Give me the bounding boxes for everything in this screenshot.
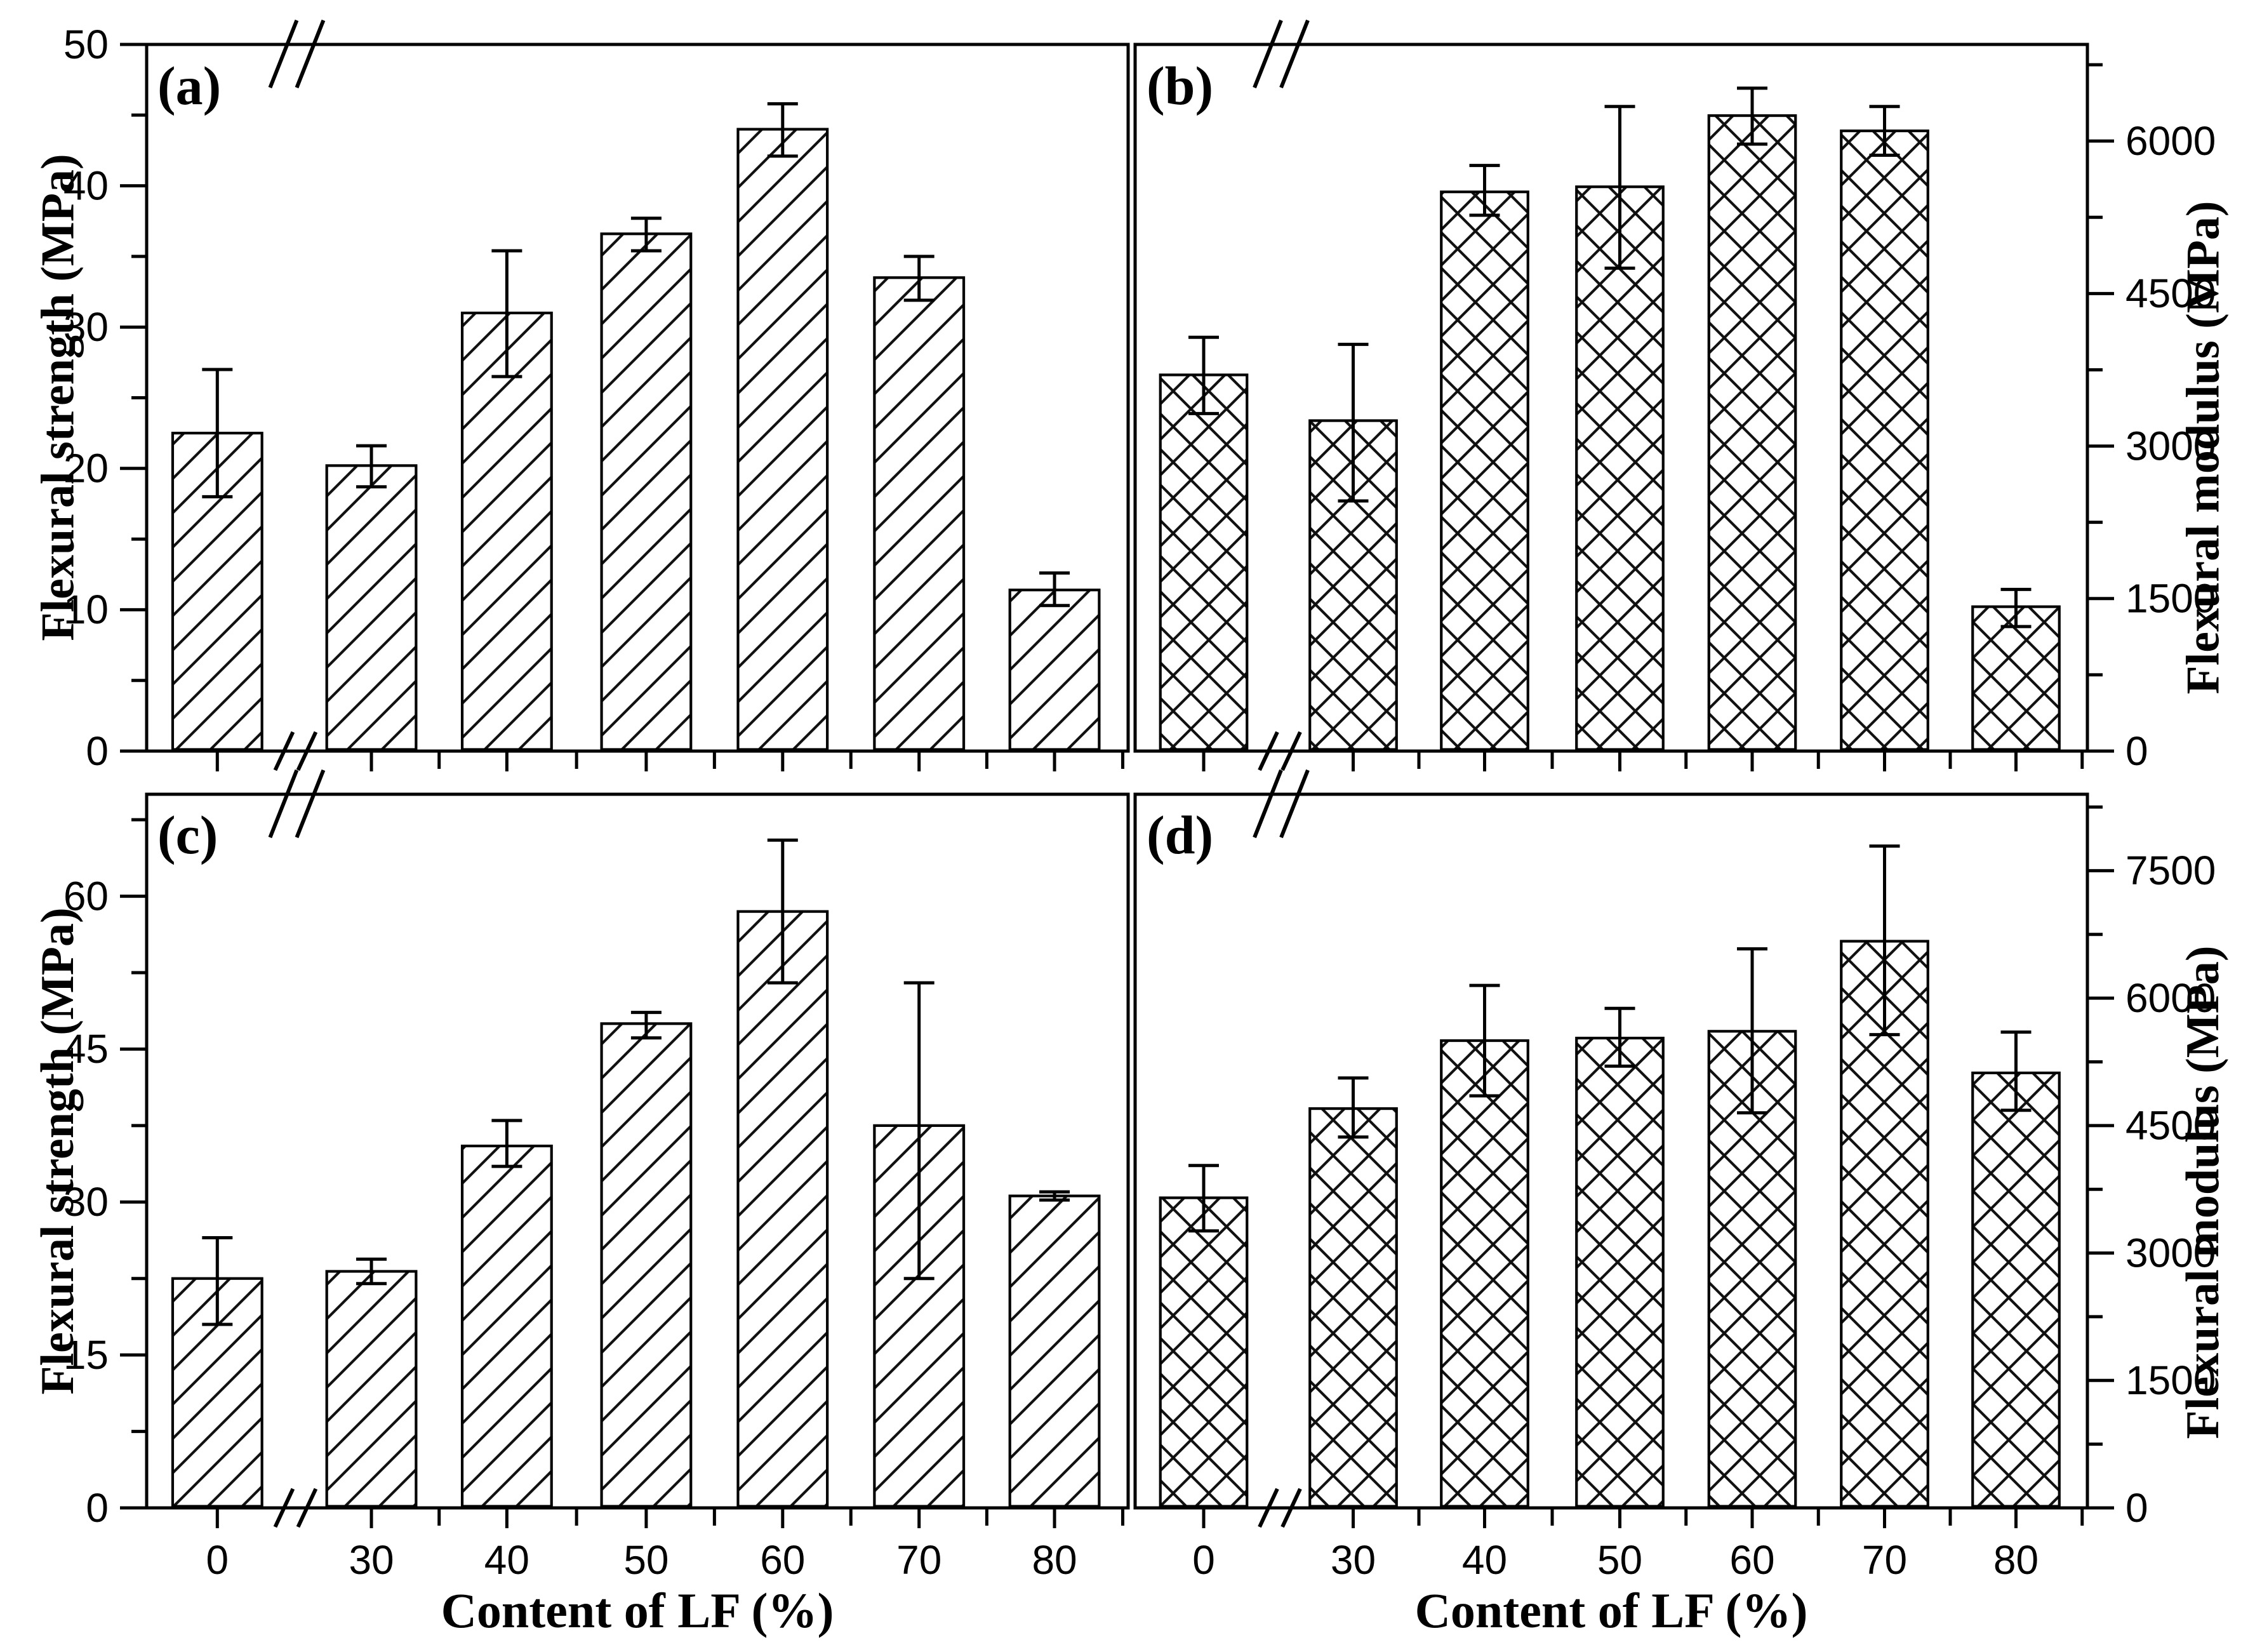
panel-d-y-tick-label: 6000 xyxy=(2125,975,2216,1021)
panel-a-y-tick-label: 50 xyxy=(63,22,109,67)
panel-c-frame xyxy=(145,792,1130,1510)
panel-b-axis-break-top xyxy=(1253,19,1283,89)
panel-d-plot: 0 1500 3000 4500 6000 7500 0 30 40 50 60 70 80 xyxy=(1133,769,2216,1583)
panel-c-x-tick-label: 50 xyxy=(623,1537,669,1583)
panel-d-axis-break-top xyxy=(1253,769,1283,839)
panel-a-y-axis-title: Flexural strength (MPa) xyxy=(32,154,84,641)
panel-a-letter: (a) xyxy=(157,55,222,116)
panel-b-plot: 0 1500 3000 4500 6000 xyxy=(1133,19,2216,774)
panel-d-x-tick-label: 80 xyxy=(1993,1537,2039,1583)
panel-b-axis-break-bottom xyxy=(1258,731,1279,771)
panel-c-bar-60 xyxy=(736,910,829,1508)
panel-d-y-tick-label: 1500 xyxy=(2125,1357,2216,1403)
panel-c-axis-break-top xyxy=(268,769,299,839)
panel-c-bar-30 xyxy=(325,1270,418,1508)
panel-c-y-tick-label: 0 xyxy=(86,1485,109,1531)
panel-a-axis-break-top xyxy=(295,19,326,89)
panel-d-y-tick-label: 4500 xyxy=(2125,1103,2216,1149)
panel-c-plot: 0 15 30 45 60 0 30 40 50 60 70 80 xyxy=(63,769,1130,1583)
panel-b-y-tick-label: 3000 xyxy=(2125,423,2216,469)
panel-c-axis-break-bottom xyxy=(296,1488,318,1528)
panel-b-bar-0 xyxy=(1159,373,1249,751)
panel-c-x-tick-label: 0 xyxy=(206,1537,229,1583)
panel-a-bar-60 xyxy=(736,128,829,751)
panel-c-y-tick-label: 45 xyxy=(63,1026,109,1072)
panel-c-bar-80 xyxy=(1008,1194,1101,1508)
panel-a-bar-80 xyxy=(1008,589,1101,751)
panel-d-axis-break-bottom xyxy=(1258,1488,1279,1528)
panel-a-y-tick-label: 30 xyxy=(63,304,109,350)
right-x-axis-title: Content of LF (%) xyxy=(1414,1583,1808,1638)
panel-d-x-tick-label: 30 xyxy=(1331,1537,1376,1583)
panel-c-axis-break-bottom xyxy=(273,1488,295,1528)
panel-c-x-tick-label: 60 xyxy=(760,1537,805,1583)
panel-b-y-tick-label: 1500 xyxy=(2125,576,2216,622)
panel-c-y-tick-label: 30 xyxy=(63,1179,109,1225)
panel-b-y-tick-label: 4500 xyxy=(2125,270,2216,316)
panel-b-y-tick-label: 6000 xyxy=(2125,118,2216,164)
panel-c-axis-break-top xyxy=(295,769,326,839)
panel-d-axis-break-top xyxy=(1279,769,1310,839)
panel-d-x-tick-label: 0 xyxy=(1192,1537,1215,1583)
panel-a-axis-break-top xyxy=(268,19,299,89)
panel-b-y-axis-title: Flexural modulus (MPa) xyxy=(2177,201,2230,695)
panel-b-bar-70 xyxy=(1840,130,1929,751)
panel-d-y-tick-label: 3000 xyxy=(2125,1230,2216,1276)
panel-b-bar-50 xyxy=(1575,185,1665,751)
panel-c-x-tick-label: 40 xyxy=(484,1537,529,1583)
panel-d-bar-40 xyxy=(1440,1039,1529,1508)
panel-c-bar-50 xyxy=(600,1022,693,1508)
panel-c-letter: (c) xyxy=(157,804,218,865)
panel-c-x-tick-label: 80 xyxy=(1032,1537,1077,1583)
panel-c-bar-40 xyxy=(460,1144,553,1508)
panel-b-bar-80 xyxy=(1971,605,2061,751)
panel-b-frame xyxy=(1133,43,2089,753)
panel-a-bar-40 xyxy=(460,311,553,751)
panel-b-axis-break-top xyxy=(1279,19,1310,89)
panel-d-x-tick-label: 70 xyxy=(1862,1537,1907,1583)
panel-a-axis-break-bottom xyxy=(296,731,318,771)
panel-d-bar-80 xyxy=(1971,1071,2061,1508)
panel-c-y-tick-label: 60 xyxy=(63,873,109,919)
panel-d-axis-break-bottom xyxy=(1280,1488,1302,1528)
panel-a-axis-break-bottom xyxy=(273,731,295,771)
panel-c-y-tick-label: 15 xyxy=(63,1332,109,1378)
panel-c-y-axis-title: Flexural strength (MPa) xyxy=(32,907,84,1395)
panel-d-x-tick-label: 50 xyxy=(1597,1537,1642,1583)
panel-a-plot: 0 10 20 30 40 50 xyxy=(63,19,1130,774)
panel-d-x-tick-label: 60 xyxy=(1729,1537,1774,1583)
panel-a-bar-50 xyxy=(600,232,693,751)
panel-b-letter: (b) xyxy=(1147,55,1214,116)
panel-d-bar-30 xyxy=(1308,1107,1398,1508)
panel-b-y-tick-label: 0 xyxy=(2125,728,2148,774)
panel-d-frame xyxy=(1133,792,2089,1510)
panel-b-bar-40 xyxy=(1440,190,1529,751)
panel-d-y-axis-title: Flexural modulus (MPa) xyxy=(2177,945,2229,1439)
panel-a-y-tick-label: 40 xyxy=(63,163,109,208)
panel-a-y-tick-label: 0 xyxy=(86,728,109,774)
panel-d-x-tick-label: 40 xyxy=(1462,1537,1507,1583)
panel-d-y-tick-label: 0 xyxy=(2125,1485,2148,1531)
left-x-axis-title: Content of LF (%) xyxy=(441,1583,834,1638)
panel-c-x-tick-label: 30 xyxy=(349,1537,394,1583)
panel-d-y-tick-label: 7500 xyxy=(2125,848,2216,893)
panel-a-bar-30 xyxy=(325,464,418,751)
panel-a-y-tick-label: 20 xyxy=(63,446,109,491)
panel-b-axis-break-bottom xyxy=(1280,731,1302,771)
panel-d-bar-50 xyxy=(1575,1036,1665,1508)
panel-b-bar-60 xyxy=(1707,114,1797,751)
panel-d-letter: (d) xyxy=(1147,804,1214,865)
panel-d-bar-0 xyxy=(1159,1196,1249,1508)
panel-a-bar-70 xyxy=(873,276,966,751)
panel-c-x-tick-label: 70 xyxy=(896,1537,941,1583)
panel-a-y-tick-label: 10 xyxy=(63,587,109,632)
